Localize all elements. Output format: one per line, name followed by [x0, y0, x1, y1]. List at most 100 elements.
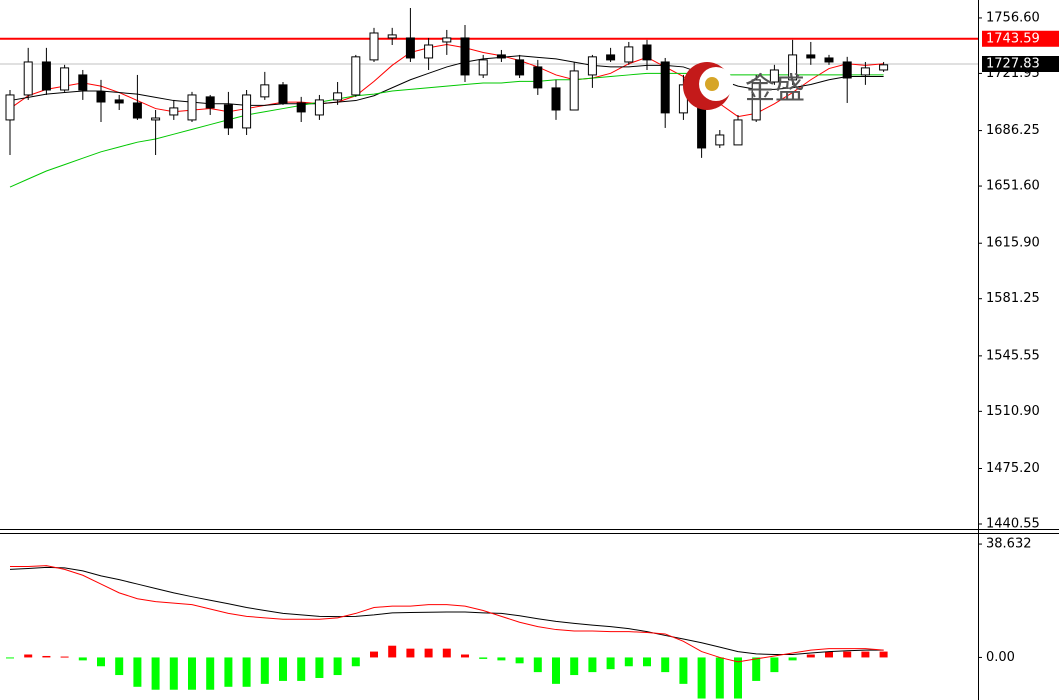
y-tick-label: 0.00 — [986, 650, 1015, 665]
candle-body — [132, 102, 142, 119]
histogram-bar — [260, 657, 269, 684]
candle-body — [860, 67, 870, 76]
histogram-bar — [351, 657, 360, 667]
y-tick-label: 1686.25 — [986, 123, 1040, 138]
histogram-bar — [861, 651, 870, 658]
histogram-bar — [151, 657, 160, 690]
histogram-bar — [224, 657, 233, 687]
histogram-bar — [315, 657, 324, 678]
histogram-bar — [479, 657, 488, 659]
candle-body — [533, 66, 543, 89]
candle-body — [442, 37, 452, 43]
candle-body — [642, 44, 652, 61]
candle-body — [278, 84, 288, 104]
candle-body — [260, 84, 270, 98]
y-tick-label: 1545.55 — [986, 348, 1040, 363]
candle-body — [824, 57, 834, 63]
histogram-bar — [570, 657, 579, 676]
y-tick-label: 38.632 — [986, 537, 1032, 552]
candle-body — [333, 92, 343, 101]
candle-body — [387, 34, 397, 39]
histogram-bar — [188, 657, 196, 690]
histogram-bar — [169, 657, 178, 690]
y-tick-label: 1615.90 — [986, 236, 1040, 251]
histogram-bar — [879, 651, 888, 658]
histogram-bar — [242, 657, 251, 687]
histogram-bar — [606, 657, 615, 670]
histogram-bar — [825, 651, 833, 658]
y-tick-label: 1756.60 — [986, 10, 1040, 25]
candle-body — [569, 70, 579, 111]
candle-body — [60, 67, 70, 91]
candle-body — [496, 54, 506, 59]
candle-body — [697, 107, 707, 149]
histogram-bar — [388, 645, 397, 658]
candle-body — [296, 102, 306, 113]
candle-body — [187, 94, 197, 121]
y-tick-label: 1510.90 — [986, 404, 1040, 419]
candle-body — [551, 87, 561, 111]
candle-body — [23, 61, 33, 96]
candle-body — [351, 56, 361, 96]
histogram-bar — [279, 657, 287, 681]
candle-body — [587, 56, 597, 76]
candle-body — [41, 61, 51, 91]
candle-body — [424, 44, 434, 59]
watermark-text: 金盛 — [745, 72, 805, 107]
histogram-bar — [624, 657, 633, 667]
watermark-logo — [683, 62, 733, 110]
candle-body — [624, 46, 634, 63]
candle-body — [223, 104, 233, 129]
histogram-bar — [679, 657, 688, 684]
logo-dot — [705, 77, 719, 91]
histogram-bar — [734, 657, 742, 699]
histogram-bar — [60, 656, 69, 658]
indicator-line — [10, 565, 884, 663]
candle-body — [806, 54, 816, 59]
histogram-bar — [97, 657, 105, 667]
candle-body — [460, 37, 470, 76]
candle-body — [879, 64, 889, 71]
histogram-bar — [297, 657, 306, 681]
candle-body — [405, 37, 415, 59]
candle-body — [242, 94, 252, 129]
histogram-bar — [497, 657, 506, 661]
histogram-bar — [715, 657, 724, 699]
candle-body — [205, 96, 215, 109]
candle-body — [114, 99, 124, 104]
histogram-bar — [752, 657, 761, 681]
histogram-bar — [370, 651, 378, 658]
candle-body — [369, 32, 379, 61]
histogram-bar — [6, 657, 14, 659]
histogram-bar — [843, 651, 852, 658]
histogram-bar — [661, 657, 670, 673]
candle-body — [151, 117, 161, 121]
candle-body — [660, 61, 670, 114]
candle-body — [5, 94, 15, 121]
candle-body — [606, 54, 616, 61]
candle-body — [169, 107, 179, 116]
histogram-bar — [770, 657, 779, 673]
histogram-bar — [424, 648, 433, 658]
histogram-bar — [442, 648, 451, 658]
histogram-bar — [588, 657, 597, 673]
price-label: 1727.83 — [986, 57, 1040, 72]
candle-body — [751, 79, 761, 121]
candle-body — [715, 134, 725, 146]
histogram-bar — [24, 654, 33, 658]
histogram-bar — [515, 657, 524, 664]
price-badge — [982, 56, 1059, 73]
candle-body — [78, 74, 88, 91]
candle-body — [842, 61, 852, 79]
histogram-bar — [406, 648, 415, 658]
y-tick-label: 1651.60 — [986, 179, 1040, 194]
histogram-bar — [533, 657, 542, 673]
histogram-bar — [133, 657, 142, 687]
histogram-bar — [206, 657, 215, 690]
y-tick-label: 1581.25 — [986, 291, 1040, 306]
histogram-bar — [461, 654, 469, 658]
indicator-line — [9, 566, 884, 656]
histogram-bar — [333, 657, 342, 676]
